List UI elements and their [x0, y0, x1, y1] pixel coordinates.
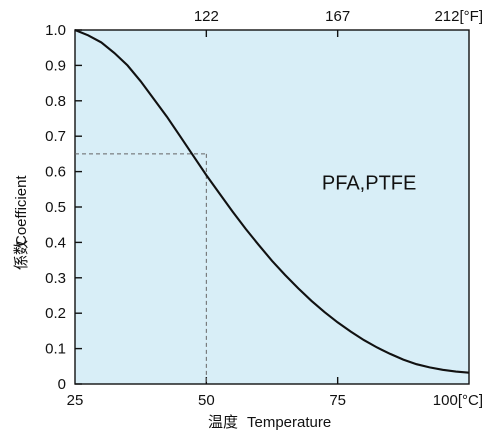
annotation-pfa-ptfe: PFA,PTFE — [322, 172, 416, 194]
reference-lines — [75, 153, 207, 384]
y-tick-label: 0.3 — [45, 270, 66, 287]
x-top-tick-label: 122 — [194, 8, 219, 25]
y-tick-label: 0.1 — [45, 341, 66, 358]
y-tick-label: 0 — [58, 376, 66, 393]
x-top-tick-label: 167 — [325, 8, 350, 25]
x-top-axis-ticks: 122 167 212[°F] — [194, 8, 483, 37]
x-top-tick-label: 212[°F] — [434, 8, 483, 25]
y-tick-label: 0.7 — [45, 128, 66, 145]
series-line-pfa-ptfe — [74, 29, 470, 374]
y-tick-label: 0.5 — [45, 199, 66, 216]
y-axis-title-en: Coefficient — [13, 175, 30, 246]
y-tick-label: 0.8 — [45, 93, 66, 110]
y-tick-label: 0.4 — [45, 234, 66, 251]
x-axis-ticks: 25 50 75 100[°C] — [67, 377, 483, 409]
y-tick-label: 0.2 — [45, 305, 66, 322]
plot-area — [74, 29, 470, 385]
y-axis-title: 係数 — [13, 240, 30, 270]
x-tick-label: 50 — [198, 392, 215, 409]
x-tick-label: 100[°C] — [433, 392, 483, 409]
x-tick-label: 75 — [329, 392, 346, 409]
x-axis-title-en: Temperature — [247, 414, 331, 431]
x-axis-title: 温度 — [208, 414, 238, 431]
x-tick-label: 25 — [67, 392, 84, 409]
y-tick-label: 1.0 — [45, 22, 66, 39]
y-tick-label: 0.6 — [45, 164, 66, 181]
y-axis-ticks: 0 0.1 0.2 0.3 0.4 0.5 0.6 0.7 0.8 0.9 1.0 — [45, 22, 82, 393]
y-tick-label: 0.9 — [45, 57, 66, 74]
